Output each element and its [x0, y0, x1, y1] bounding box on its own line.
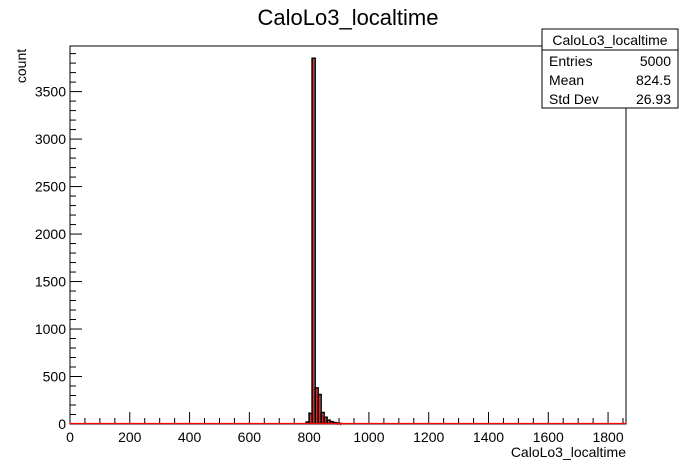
x-tick-label: 400 [178, 429, 202, 445]
y-tick-label: 2500 [35, 179, 66, 195]
y-axis-label: count [13, 49, 29, 83]
stats-value: 26.93 [636, 91, 671, 107]
histogram-bin [311, 57, 316, 424]
y-tick-label: 500 [43, 369, 67, 385]
y-tick-label: 0 [58, 416, 66, 432]
x-tick-label: 800 [297, 429, 321, 445]
y-tick-label: 1000 [35, 321, 66, 337]
y-tick-label: 2000 [35, 226, 66, 242]
x-tick-label: 600 [238, 429, 262, 445]
chart-title: CaloLo3_localtime [258, 5, 439, 30]
x-tick-label: 0 [66, 429, 74, 445]
y-tick-label: 1500 [35, 274, 66, 290]
stats-box-title: CaloLo3_localtime [552, 32, 667, 48]
stats-label: Entries [549, 53, 593, 69]
x-tick-label: 1400 [473, 429, 504, 445]
x-axis-label: CaloLo3_localtime [511, 444, 626, 460]
x-axis: 0 200 400 600 800 1000 1200 1400 1600 1800 [66, 412, 624, 445]
stats-label: Std Dev [549, 91, 599, 107]
x-tick-label: 1800 [592, 429, 623, 445]
x-tick-label: 1600 [533, 429, 564, 445]
histogram-bin [317, 393, 322, 424]
y-tick-label: 3500 [35, 84, 66, 100]
stats-box: CaloLo3_localtime Entries 5000 Mean 824.5 St… [541, 28, 679, 109]
y-tick-label: 3000 [35, 131, 66, 147]
histogram-bins [70, 57, 626, 426]
x-tick-label: 200 [118, 429, 142, 445]
stats-value: 824.5 [636, 72, 671, 88]
stats-box-frame [541, 28, 679, 109]
stats-value: 5000 [640, 53, 671, 69]
stats-label: Mean [549, 72, 584, 88]
y-axis: 0 500 1000 1500 2000 2500 3000 3500 [35, 53, 82, 432]
x-tick-label: 1000 [353, 429, 384, 445]
x-tick-label: 1200 [413, 429, 444, 445]
